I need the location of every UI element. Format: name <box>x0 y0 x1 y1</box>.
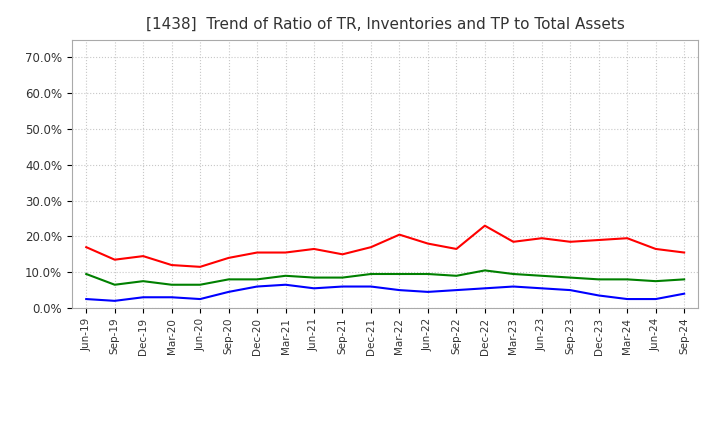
Trade Payables <box>509 271 518 277</box>
Inventories <box>196 297 204 302</box>
Trade Payables <box>196 282 204 287</box>
Trade Receivables <box>395 232 404 237</box>
Trade Payables <box>595 277 603 282</box>
Trade Payables <box>366 271 375 277</box>
Inventories <box>566 287 575 293</box>
Trade Receivables <box>282 250 290 255</box>
Inventories <box>652 297 660 302</box>
Inventories <box>167 295 176 300</box>
Inventories <box>338 284 347 289</box>
Trade Payables <box>680 277 688 282</box>
Inventories <box>225 289 233 294</box>
Inventories <box>595 293 603 298</box>
Trade Receivables <box>652 246 660 252</box>
Trade Payables <box>566 275 575 280</box>
Trade Receivables <box>82 245 91 250</box>
Trade Payables <box>167 282 176 287</box>
Line: Inventories: Inventories <box>86 285 684 301</box>
Inventories <box>139 295 148 300</box>
Trade Receivables <box>566 239 575 245</box>
Trade Payables <box>423 271 432 277</box>
Trade Receivables <box>253 250 261 255</box>
Line: Trade Payables: Trade Payables <box>86 271 684 285</box>
Trade Payables <box>537 273 546 279</box>
Trade Receivables <box>595 237 603 242</box>
Trade Receivables <box>167 262 176 268</box>
Inventories <box>452 287 461 293</box>
Inventories <box>110 298 119 304</box>
Trade Receivables <box>366 245 375 250</box>
Trade Receivables <box>623 235 631 241</box>
Trade Receivables <box>480 223 489 228</box>
Inventories <box>366 284 375 289</box>
Inventories <box>680 291 688 296</box>
Trade Payables <box>82 271 91 277</box>
Inventories <box>423 289 432 294</box>
Trade Payables <box>395 271 404 277</box>
Trade Receivables <box>139 253 148 259</box>
Trade Receivables <box>110 257 119 262</box>
Line: Trade Receivables: Trade Receivables <box>86 226 684 267</box>
Title: [1438]  Trend of Ratio of TR, Inventories and TP to Total Assets: [1438] Trend of Ratio of TR, Inventories… <box>145 16 625 32</box>
Trade Payables <box>652 279 660 284</box>
Trade Receivables <box>537 235 546 241</box>
Inventories <box>480 286 489 291</box>
Trade Receivables <box>338 252 347 257</box>
Trade Payables <box>110 282 119 287</box>
Trade Payables <box>338 275 347 280</box>
Inventories <box>82 297 91 302</box>
Trade Payables <box>225 277 233 282</box>
Trade Payables <box>253 277 261 282</box>
Inventories <box>537 286 546 291</box>
Trade Payables <box>623 277 631 282</box>
Trade Payables <box>139 279 148 284</box>
Inventories <box>395 287 404 293</box>
Trade Receivables <box>423 241 432 246</box>
Trade Payables <box>452 273 461 279</box>
Trade Receivables <box>310 246 318 252</box>
Trade Receivables <box>452 246 461 252</box>
Inventories <box>310 286 318 291</box>
Trade Payables <box>480 268 489 273</box>
Inventories <box>282 282 290 287</box>
Trade Payables <box>282 273 290 279</box>
Trade Receivables <box>680 250 688 255</box>
Inventories <box>509 284 518 289</box>
Inventories <box>253 284 261 289</box>
Trade Receivables <box>225 255 233 260</box>
Inventories <box>623 297 631 302</box>
Trade Payables <box>310 275 318 280</box>
Trade Receivables <box>509 239 518 245</box>
Trade Receivables <box>196 264 204 269</box>
